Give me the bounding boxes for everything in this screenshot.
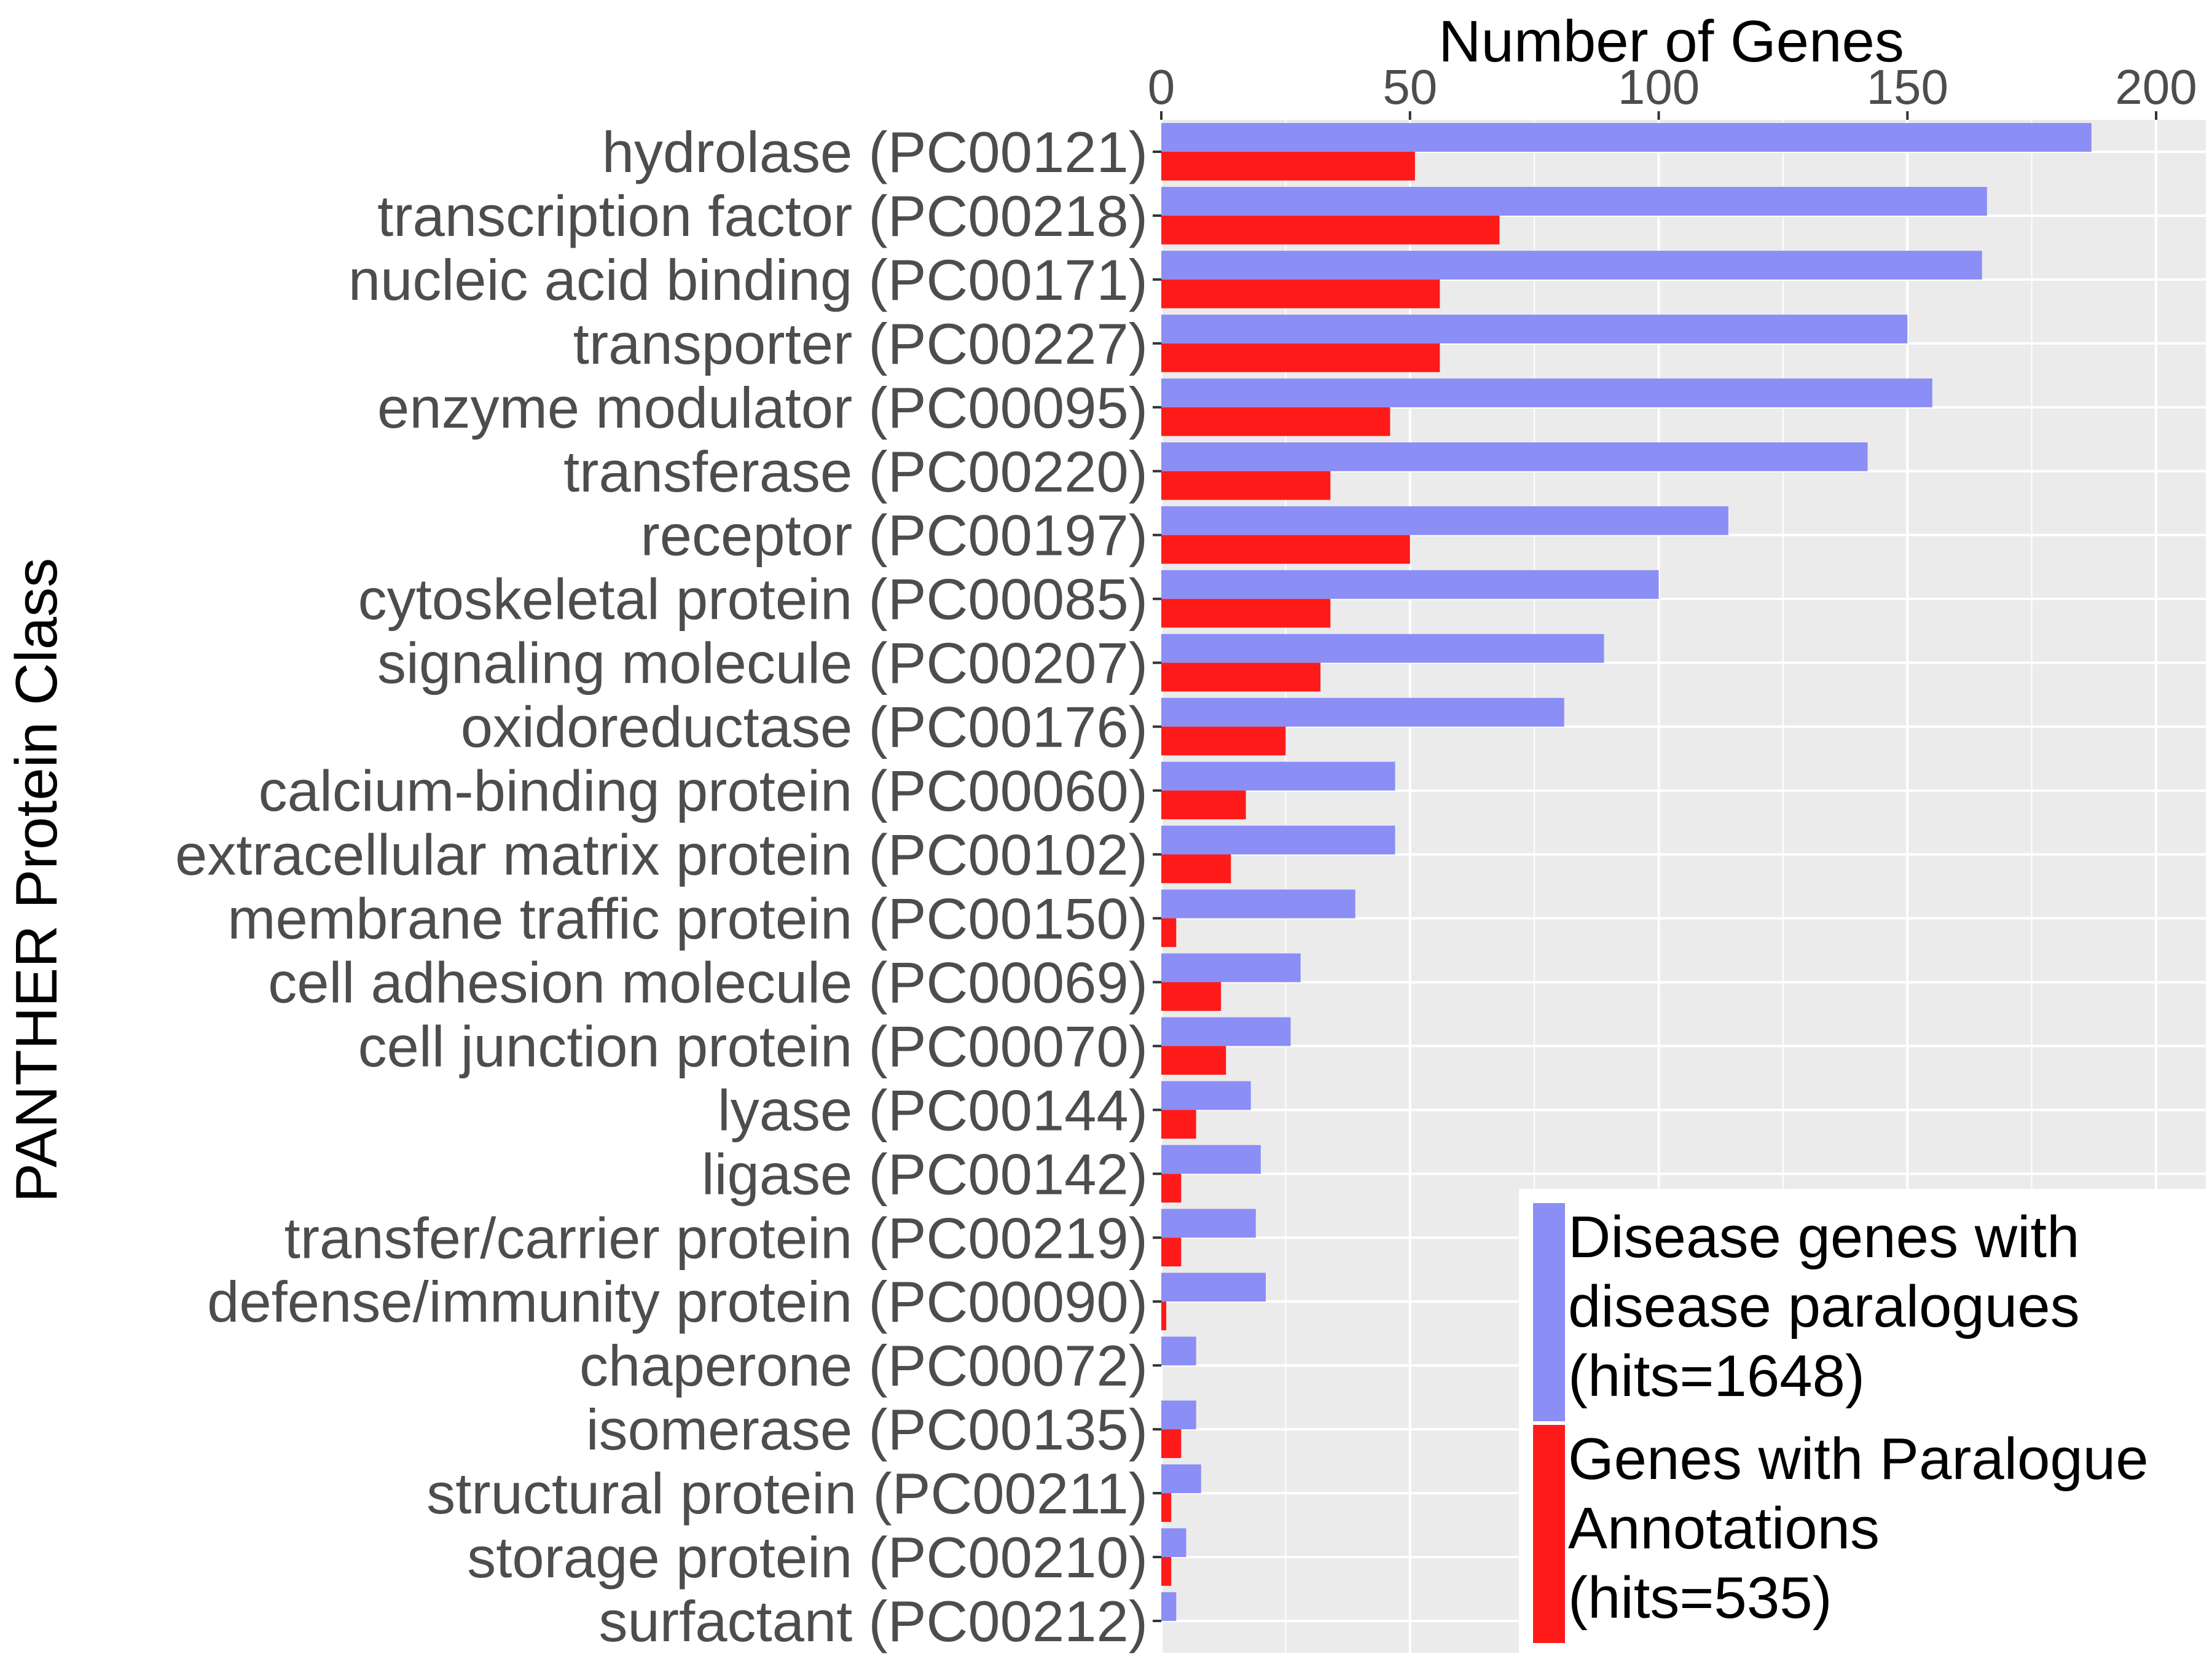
bar [1161,790,1246,820]
legend-label: (hits=1648) [1568,1343,1865,1409]
x-axis-ticks: 0 50 100 150 200 [1148,60,2197,120]
category-label: storage protein (PC00210) [467,1525,1148,1590]
bar [1161,1273,1266,1302]
category-label: receptor (PC00197) [640,503,1148,568]
category-label: nucleic acid binding (PC00171) [348,248,1148,312]
bar [1161,1592,1177,1622]
legend-label: disease paralogues [1568,1274,2080,1339]
bar [1161,1464,1201,1494]
bar [1161,315,1908,343]
bar [1161,1081,1251,1110]
bar [1161,761,1395,791]
category-label: ligase (PC00142) [702,1142,1148,1206]
bar [1161,1429,1182,1458]
bar [1161,1017,1291,1046]
category-label: transfer/carrier protein (PC00219) [284,1206,1148,1270]
legend-key [1533,1425,1565,1643]
category-label: lyase (PC00144) [718,1078,1148,1142]
category-label: structural protein (PC00211) [426,1461,1148,1526]
category-label: cell adhesion molecule (PC00069) [268,950,1148,1014]
category-label: enzyme modulator (PC00095) [377,375,1148,440]
category-label: calcium-binding protein (PC00060) [259,759,1148,823]
x-tick-label: 0 [1148,60,1175,114]
category-label: signaling molecule (PC00207) [377,631,1148,696]
legend-label: Annotations [1568,1496,1880,1561]
bar [1161,854,1231,884]
x-tick-label: 50 [1382,60,1437,114]
category-label: cytoskeletal protein (PC00085) [358,567,1148,632]
bar [1161,251,1982,280]
bar [1161,1110,1196,1139]
category-label: transporter (PC00227) [573,312,1148,376]
bar [1161,1237,1182,1267]
bar [1161,1301,1167,1331]
bar [1161,1528,1186,1558]
legend-label: Genes with Paralogue [1568,1426,2149,1492]
bar [1161,918,1177,947]
bar [1161,279,1440,308]
category-label: chaperone (PC00072) [579,1333,1148,1398]
category-label: hydrolase (PC00121) [602,120,1148,184]
bar [1161,1400,1196,1430]
category-label: isomerase (PC00135) [586,1397,1148,1462]
category-label: extracellular matrix protein (PC00102) [175,823,1148,887]
bar [1161,471,1331,500]
bar [1161,123,2092,152]
bar [1161,1145,1261,1174]
bar [1161,953,1301,982]
bar [1161,215,1500,245]
bars [1161,123,2092,1622]
bar [1161,982,1222,1011]
bar [1161,187,1987,216]
legend-key [1533,1203,1565,1421]
bar [1161,378,1932,407]
bar [1161,1493,1172,1522]
category-label: oxidoreductase (PC00176) [461,695,1148,759]
bar [1161,662,1321,692]
y-axis-title: PANTHER Protein Class [4,558,69,1202]
bar [1161,535,1410,564]
bar [1161,1557,1172,1586]
legend-label: (hits=535) [1568,1565,1832,1631]
bar [1161,407,1390,436]
x-tick-label: 150 [1867,60,1948,114]
bar [1161,570,1659,599]
bar [1161,1336,1196,1366]
category-label: surfactant (PC00212) [599,1589,1148,1653]
x-tick-label: 100 [1618,60,1700,114]
bar [1161,1209,1256,1238]
bar [1161,825,1395,855]
bar [1161,151,1415,181]
bar [1161,889,1355,919]
bar [1161,1174,1182,1203]
category-label: transcription factor (PC00218) [377,184,1148,248]
bar [1161,726,1286,756]
category-label: membrane traffic protein (PC00150) [227,886,1148,951]
bar [1161,697,1564,727]
bar [1161,633,1604,663]
category-label: cell junction protein (PC00070) [358,1014,1148,1078]
bar [1161,442,1868,471]
legend-box [1519,1189,2212,1659]
legend-label: Disease genes with [1568,1204,2079,1270]
category-label: transferase (PC00220) [563,439,1148,504]
category-label: defense/immunity protein (PC00090) [207,1269,1148,1334]
bar [1161,343,1440,372]
x-axis-title: Number of Genes [1438,9,1904,74]
bar [1161,598,1331,628]
y-axis-categories: hydrolase (PC00121)transcription factor … [175,120,1161,1653]
bar [1161,506,1728,535]
x-tick-label: 200 [2115,60,2197,114]
bar [1161,1046,1226,1075]
